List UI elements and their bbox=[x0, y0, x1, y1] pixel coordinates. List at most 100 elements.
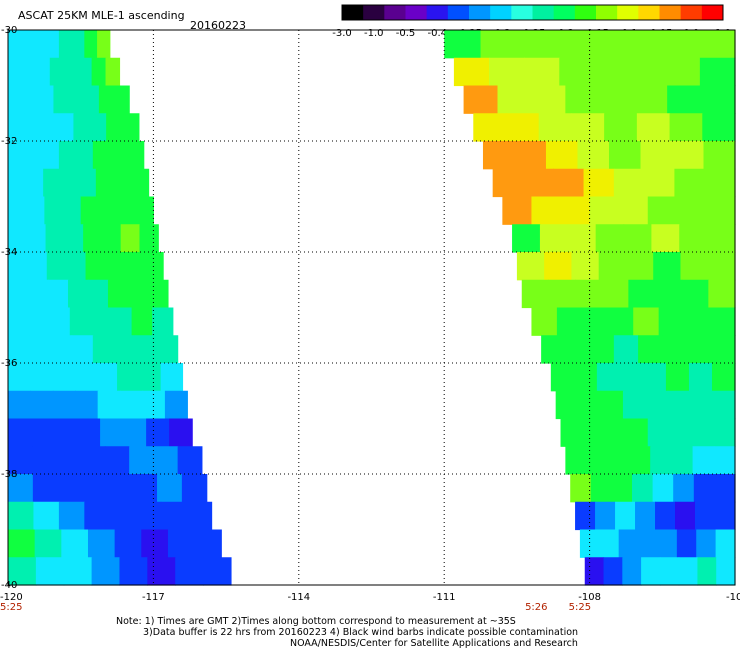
heatmap-cell bbox=[524, 57, 560, 87]
heatmap-cell bbox=[95, 168, 115, 198]
heatmap-cell bbox=[38, 85, 55, 114]
heatmap-cell bbox=[58, 501, 85, 531]
heatmap-cell bbox=[712, 390, 736, 420]
heatmap-cell bbox=[152, 307, 174, 336]
heatmap-cell bbox=[662, 335, 688, 364]
colorbar-segment bbox=[659, 5, 682, 20]
colorbar-tick-label: -0.4 bbox=[428, 28, 448, 39]
heatmap-cell bbox=[570, 474, 592, 503]
heatmap-cell bbox=[690, 390, 714, 420]
heatmap-cell bbox=[85, 252, 106, 281]
heatmap-cell bbox=[691, 418, 714, 447]
heatmap-cell bbox=[41, 141, 60, 170]
heatmap-cell bbox=[109, 141, 128, 170]
heatmap-cell bbox=[555, 390, 579, 420]
note-line-2: 3)Data buffer is 22 hrs from 20160223 4)… bbox=[143, 627, 579, 638]
heatmap-cell bbox=[710, 335, 736, 364]
heatmap-cell bbox=[492, 168, 524, 198]
heatmap-cell bbox=[114, 335, 136, 364]
heatmap-cell bbox=[120, 224, 141, 253]
heatmap-cell bbox=[704, 168, 736, 198]
heatmap-cell bbox=[84, 30, 98, 59]
heatmap-plot: -120 -117 -114 -111 -108 -105 -30 -32 -34 -36 -38 -… bbox=[0, 25, 740, 613]
chart-title: ASCAT 25KM MLE-1 ascending bbox=[18, 9, 185, 22]
heatmap-cell bbox=[71, 335, 94, 364]
heatmap-cell bbox=[29, 335, 51, 364]
heatmap-cell bbox=[8, 390, 32, 420]
heatmap-cell bbox=[613, 335, 639, 364]
heatmap-cell bbox=[21, 57, 37, 87]
heatmap-cell bbox=[123, 418, 147, 447]
heatmap-cell bbox=[51, 363, 75, 392]
heatmap-cell bbox=[692, 446, 715, 475]
heatmap-cell bbox=[61, 529, 89, 558]
heatmap-cell bbox=[71, 30, 85, 59]
heatmap-cell bbox=[697, 557, 717, 586]
heatmap-cell bbox=[444, 30, 482, 59]
heatmap-cell bbox=[160, 501, 187, 531]
heatmap-cell bbox=[664, 57, 701, 87]
heatmap-cell bbox=[181, 474, 208, 503]
heatmap-cell bbox=[589, 196, 620, 225]
heatmap-cell bbox=[618, 196, 649, 225]
heatmap-cell bbox=[613, 168, 645, 198]
heatmap-cell bbox=[579, 529, 600, 558]
heatmap-cell bbox=[647, 418, 671, 447]
heatmap-cell bbox=[83, 224, 103, 253]
heatmap-cell bbox=[43, 168, 62, 198]
heatmap-cell bbox=[674, 168, 706, 198]
heatmap-cell bbox=[114, 529, 142, 558]
heatmap-cell bbox=[30, 390, 54, 420]
colorbar-frame bbox=[341, 4, 724, 21]
heatmap-cell bbox=[8, 418, 32, 447]
heatmap-cell bbox=[611, 474, 633, 503]
heatmap-cell bbox=[556, 307, 583, 336]
colorbar-tick-label: -0.5 bbox=[396, 28, 416, 39]
heatmap-cell bbox=[169, 418, 193, 447]
heatmap-cell bbox=[107, 474, 133, 503]
heatmap-cell bbox=[651, 224, 680, 253]
heatmap-cell bbox=[679, 224, 708, 253]
heatmap-cell bbox=[135, 501, 162, 531]
heatmap-cell bbox=[482, 141, 516, 170]
heatmap-cell bbox=[135, 196, 154, 225]
heatmap-cell bbox=[98, 196, 118, 225]
heatmap-cell bbox=[584, 557, 605, 586]
heatmap-cell bbox=[97, 30, 111, 59]
heatmap-cell bbox=[175, 557, 204, 586]
heatmap-cell bbox=[681, 279, 709, 309]
heatmap-cell bbox=[544, 252, 573, 281]
heatmap-cell bbox=[575, 501, 596, 531]
heatmap-cell bbox=[117, 196, 136, 225]
heatmap-cell bbox=[139, 224, 159, 253]
heatmap-cell bbox=[522, 168, 554, 198]
heatmap-cell bbox=[8, 446, 33, 475]
heatmap-cell bbox=[589, 30, 627, 59]
heatmap-cell bbox=[571, 252, 600, 281]
heatmap-cell bbox=[107, 279, 129, 309]
heatmap-cell bbox=[548, 279, 576, 309]
heatmap-cell bbox=[8, 307, 30, 336]
heatmap-cell bbox=[573, 363, 598, 392]
heatmap-cell bbox=[590, 474, 613, 503]
heatmap-cell bbox=[671, 446, 694, 475]
heatmap-cell bbox=[657, 529, 678, 558]
colorbar-segment bbox=[447, 5, 470, 20]
heatmap-cell bbox=[56, 446, 82, 475]
colorbar-tick-label: -3.0 bbox=[332, 28, 352, 39]
heatmap-cell bbox=[109, 501, 136, 531]
heatmap-cell bbox=[655, 279, 683, 309]
heatmap-cell bbox=[82, 474, 108, 503]
heatmap-cell bbox=[8, 196, 27, 225]
time-label: 5:25 bbox=[569, 602, 591, 613]
heatmap-cell bbox=[628, 446, 651, 475]
heatmap-cell bbox=[655, 501, 676, 531]
heatmap-cell bbox=[650, 446, 672, 475]
heatmap-cell bbox=[489, 57, 525, 87]
heatmap-cell bbox=[91, 557, 121, 586]
heatmap-cell bbox=[57, 474, 84, 503]
heatmap-cell bbox=[63, 557, 93, 586]
swath-west bbox=[8, 30, 232, 586]
heatmap-cell bbox=[34, 529, 62, 558]
x-tick-label: -120 bbox=[0, 592, 23, 603]
